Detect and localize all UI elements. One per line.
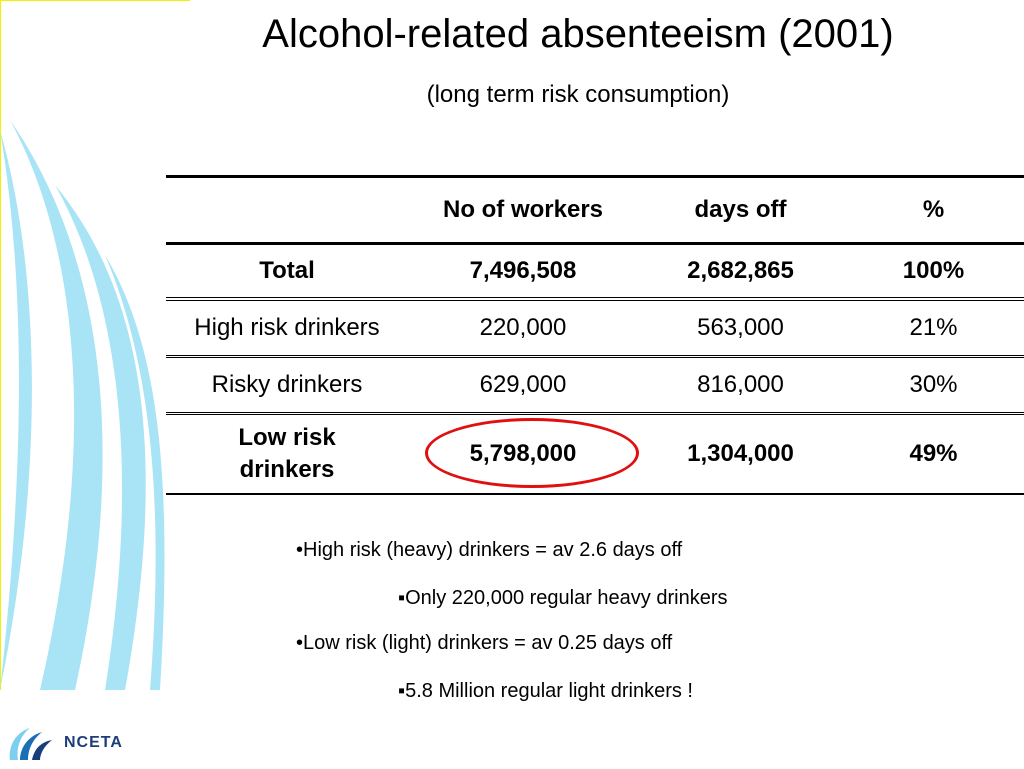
row-label: Total: [166, 243, 408, 301]
row-workers: 7,496,508: [408, 243, 638, 301]
row-percent: 49%: [843, 413, 1024, 495]
row-days-off: 1,304,000: [638, 413, 843, 495]
accent-rule-left: [0, 0, 1, 690]
table-row: Risky drinkers 629,000 816,000 30%: [166, 356, 1024, 415]
absenteeism-table: No of workers days off % Total 7,496,508…: [166, 175, 1024, 495]
note-subitem: ▪Only 220,000 regular heavy drinkers: [398, 587, 728, 609]
header-cell-workers: No of workers: [408, 175, 638, 245]
row-percent: 21%: [843, 299, 1024, 358]
slide-subtitle: (long term risk consumption): [426, 81, 730, 108]
row-label: Low risk drinkers: [166, 413, 408, 495]
nceta-logo: NCETA: [6, 724, 136, 764]
highlight-circle: [425, 418, 639, 488]
note-subitem: ▪5.8 Million regular light drinkers !: [398, 680, 693, 702]
row-days-off: 816,000: [638, 356, 843, 415]
table-row: Low risk drinkers 5,798,000 1,304,000 49…: [166, 413, 1024, 495]
row-days-off: 2,682,865: [638, 243, 843, 301]
row-percent: 30%: [843, 356, 1024, 415]
header-cell-empty: [166, 175, 408, 245]
table-row: Total 7,496,508 2,682,865 100%: [166, 243, 1024, 301]
row-days-off: 563,000: [638, 299, 843, 358]
row-workers: 629,000: [408, 356, 638, 415]
nceta-logo-icon: [9, 728, 52, 760]
slide-title: Alcohol-related absenteeism (2001): [262, 12, 894, 56]
note-item: •High risk (heavy) drinkers = av 2.6 day…: [296, 539, 683, 561]
table-row: High risk drinkers 220,000 563,000 21%: [166, 299, 1024, 358]
logo-text: NCETA: [64, 734, 123, 751]
header-cell-days-off: days off: [638, 175, 843, 245]
row-label: High risk drinkers: [166, 299, 408, 358]
header-cell-percent: %: [843, 175, 1024, 245]
accent-rule-top: [0, 0, 190, 1]
swoosh-decoration: [0, 120, 165, 690]
note-item: •Low risk (light) drinkers = av 0.25 day…: [296, 632, 673, 654]
row-percent: 100%: [843, 243, 1024, 301]
row-workers: 220,000: [408, 299, 638, 358]
table-header-row: No of workers days off %: [166, 175, 1024, 245]
row-label: Risky drinkers: [166, 356, 408, 415]
